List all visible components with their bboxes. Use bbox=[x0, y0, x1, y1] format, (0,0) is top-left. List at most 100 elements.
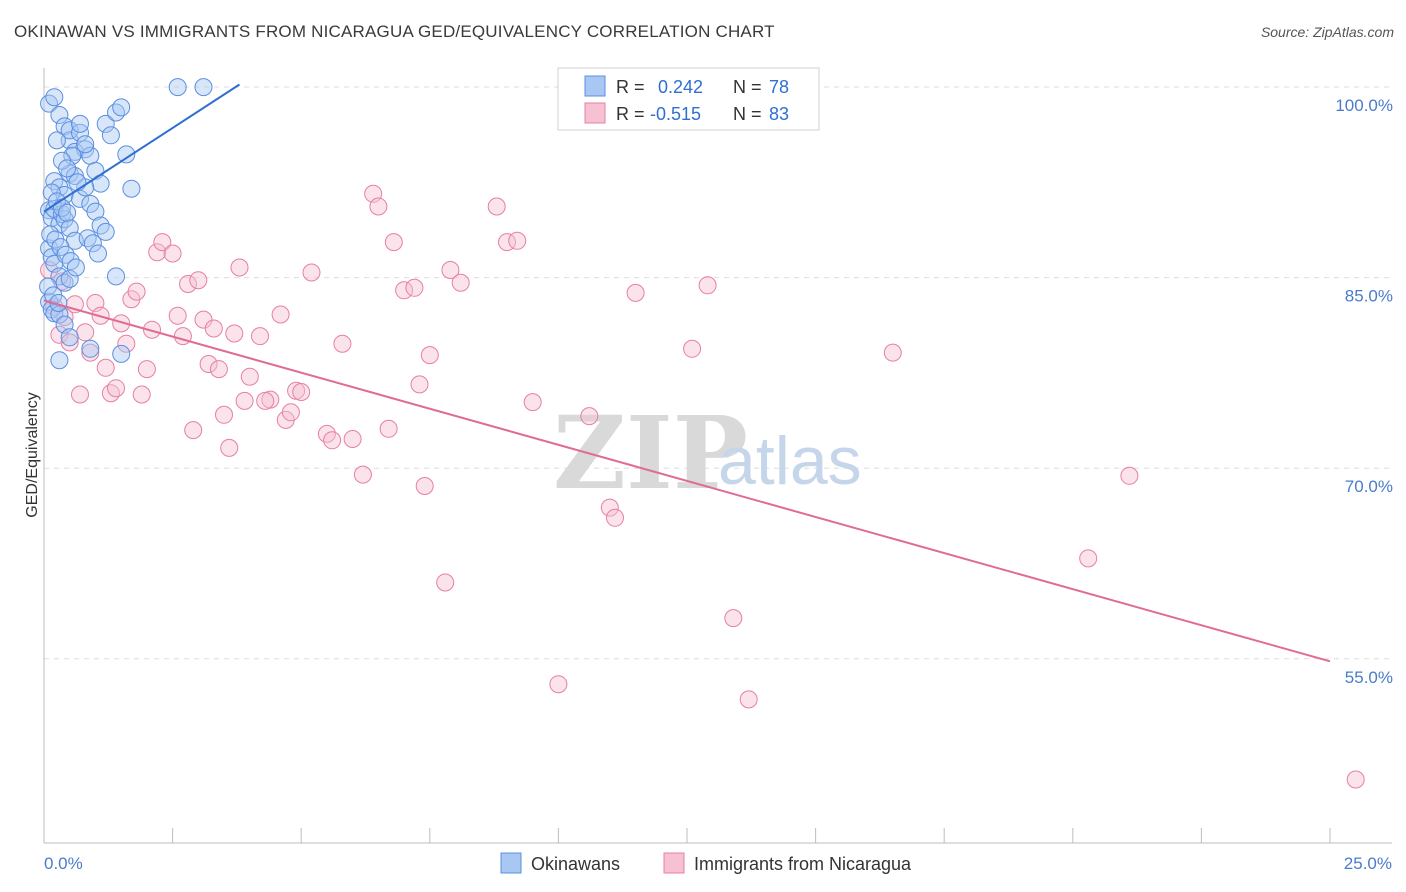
data-point bbox=[68, 173, 87, 192]
data-point bbox=[39, 277, 58, 296]
bottom-legend-swatch-okinawans bbox=[500, 852, 522, 874]
chart-source: Source: ZipAtlas.com bbox=[1260, 24, 1394, 40]
data-point bbox=[240, 367, 259, 386]
data-point bbox=[235, 391, 254, 410]
data-point bbox=[698, 276, 717, 295]
bottom-legend-nicaragua: Immigrants from Nicaragua bbox=[694, 854, 912, 874]
data-point bbox=[50, 351, 69, 370]
y-tick-label: 100.0% bbox=[1335, 96, 1393, 115]
data-point bbox=[41, 225, 60, 244]
watermark-atlas: atlas bbox=[718, 423, 862, 499]
legend-n-value-1: 78 bbox=[769, 77, 789, 97]
data-point bbox=[168, 78, 187, 97]
data-point bbox=[194, 310, 213, 329]
data-point bbox=[163, 244, 182, 263]
data-point bbox=[78, 229, 97, 248]
data-point bbox=[50, 325, 69, 344]
data-point bbox=[256, 391, 275, 410]
data-point bbox=[107, 267, 125, 286]
data-point bbox=[153, 233, 172, 252]
data-point bbox=[47, 131, 66, 150]
data-point bbox=[209, 360, 228, 379]
legend-r-value-1: 0.242 bbox=[658, 77, 703, 97]
legend-r-label-2: R = bbox=[616, 104, 645, 124]
data-point bbox=[549, 675, 568, 694]
y-tick-label: 70.0% bbox=[1345, 477, 1393, 496]
data-point bbox=[76, 323, 95, 342]
legend-swatch-blue bbox=[584, 75, 606, 97]
data-point bbox=[81, 339, 100, 358]
data-point bbox=[60, 328, 79, 347]
y-tick-labels: 100.0% 85.0% 70.0% 55.0% bbox=[1335, 96, 1393, 687]
data-point bbox=[606, 508, 624, 527]
data-point bbox=[739, 690, 758, 709]
nicaragua-trend-line bbox=[43, 299, 1331, 663]
data-point bbox=[60, 333, 79, 352]
data-point bbox=[451, 273, 470, 292]
data-point bbox=[127, 282, 146, 301]
data-point bbox=[42, 183, 61, 202]
data-point bbox=[86, 202, 105, 221]
legend: R = 0.242 N = 78 R = -0.515 N = 83 bbox=[557, 67, 820, 131]
data-point bbox=[107, 103, 125, 122]
bottom-legend-okinawans: Okinawans bbox=[531, 854, 620, 874]
data-point bbox=[353, 465, 372, 484]
data-point bbox=[333, 334, 352, 353]
legend-r-label-1: R = bbox=[616, 77, 645, 97]
bottom-legend: Okinawans Immigrants from Nicaragua bbox=[500, 852, 912, 874]
data-point bbox=[1079, 549, 1098, 568]
data-point bbox=[204, 319, 223, 338]
data-point bbox=[112, 344, 131, 363]
legend-n-label-1: N = bbox=[733, 77, 762, 97]
data-point bbox=[132, 385, 151, 404]
data-point bbox=[137, 360, 156, 379]
data-point bbox=[50, 106, 69, 124]
data-point bbox=[58, 159, 77, 178]
legend-n-value-2: 83 bbox=[769, 104, 789, 124]
data-point bbox=[96, 114, 115, 133]
data-point bbox=[107, 379, 125, 398]
series-okinawans-points bbox=[39, 78, 213, 370]
data-point bbox=[122, 179, 141, 198]
data-point bbox=[230, 258, 249, 277]
legend-swatch-pink bbox=[584, 102, 606, 124]
data-point bbox=[420, 346, 439, 365]
data-point bbox=[441, 261, 460, 279]
data-point bbox=[523, 393, 542, 412]
x-tick-marks bbox=[43, 828, 1331, 843]
data-point bbox=[117, 145, 136, 164]
data-point bbox=[101, 126, 120, 145]
data-point bbox=[271, 305, 290, 324]
data-point bbox=[683, 339, 702, 358]
data-point bbox=[215, 405, 233, 424]
data-point bbox=[410, 375, 429, 394]
data-point bbox=[58, 203, 77, 222]
data-point bbox=[281, 403, 300, 422]
data-point bbox=[199, 355, 218, 373]
data-point bbox=[60, 131, 79, 150]
data-point bbox=[81, 343, 100, 362]
series-nicaragua-points bbox=[40, 184, 1365, 789]
data-point bbox=[395, 281, 414, 300]
data-point bbox=[112, 314, 131, 333]
data-point bbox=[626, 283, 645, 302]
data-point bbox=[487, 197, 506, 216]
legend-n-label-2: N = bbox=[733, 104, 762, 124]
data-point bbox=[96, 358, 115, 377]
data-point bbox=[117, 334, 136, 353]
legend-r-value-2: -0.515 bbox=[650, 104, 701, 124]
data-point bbox=[379, 419, 398, 438]
data-point bbox=[323, 431, 342, 450]
x-tick-label-max: 25.0% bbox=[1344, 854, 1392, 873]
data-point bbox=[148, 243, 167, 262]
data-point bbox=[343, 430, 362, 448]
data-point bbox=[225, 324, 244, 343]
data-point bbox=[405, 278, 424, 297]
data-point bbox=[184, 421, 203, 440]
data-point bbox=[89, 244, 107, 263]
chart-title: OKINAWAN VS IMMIGRANTS FROM NICARAGUA GE… bbox=[14, 22, 775, 41]
data-point bbox=[60, 121, 79, 140]
data-point bbox=[883, 343, 902, 362]
data-point bbox=[76, 135, 95, 154]
data-point bbox=[369, 197, 388, 216]
